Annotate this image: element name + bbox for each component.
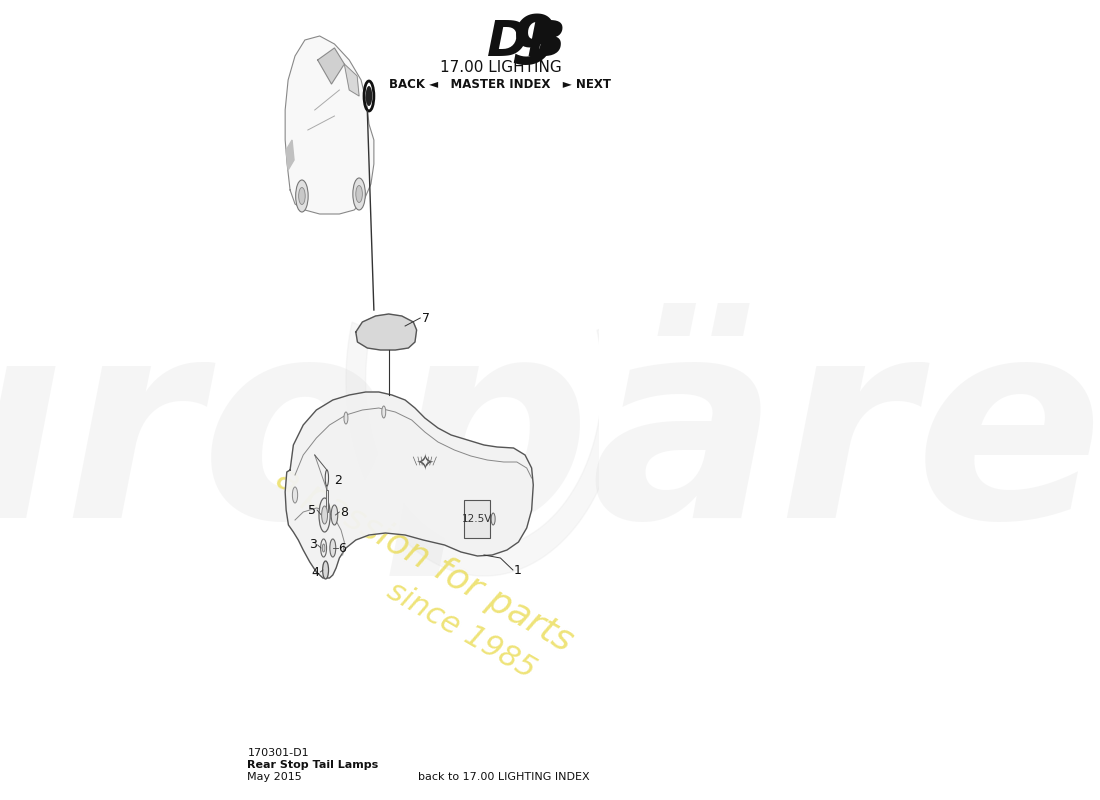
Circle shape xyxy=(320,539,327,557)
Polygon shape xyxy=(355,314,417,350)
Text: 12.5V: 12.5V xyxy=(462,514,492,524)
Polygon shape xyxy=(344,64,359,96)
Ellipse shape xyxy=(353,178,365,210)
Text: May 2015: May 2015 xyxy=(248,772,302,782)
Circle shape xyxy=(319,498,330,532)
Circle shape xyxy=(321,506,328,524)
Text: DB: DB xyxy=(487,18,566,66)
Circle shape xyxy=(330,539,336,557)
Ellipse shape xyxy=(298,187,305,205)
Text: 170301-D1: 170301-D1 xyxy=(248,748,309,758)
Ellipse shape xyxy=(296,180,308,212)
Text: 5: 5 xyxy=(308,503,316,517)
Text: 8: 8 xyxy=(340,506,348,518)
Ellipse shape xyxy=(355,186,362,202)
Text: 2: 2 xyxy=(334,474,342,486)
Text: since 1985: since 1985 xyxy=(382,576,540,684)
Circle shape xyxy=(322,561,329,579)
Text: ✧: ✧ xyxy=(416,455,434,475)
Circle shape xyxy=(365,86,372,106)
Text: a passion for parts: a passion for parts xyxy=(271,461,580,659)
Polygon shape xyxy=(285,36,374,214)
Circle shape xyxy=(293,487,298,503)
Polygon shape xyxy=(318,48,344,84)
Text: 1: 1 xyxy=(514,563,521,577)
Text: 4: 4 xyxy=(311,566,320,578)
Polygon shape xyxy=(286,140,294,170)
Text: 17.00 LIGHTING: 17.00 LIGHTING xyxy=(440,60,561,75)
Circle shape xyxy=(322,544,324,552)
Text: europäres: europäres xyxy=(0,303,1100,577)
Circle shape xyxy=(382,406,386,418)
Text: Rear Stop Tail Lamps: Rear Stop Tail Lamps xyxy=(248,760,378,770)
Text: 3: 3 xyxy=(309,538,317,551)
Text: back to 17.00 LIGHTING INDEX: back to 17.00 LIGHTING INDEX xyxy=(418,772,590,782)
FancyBboxPatch shape xyxy=(463,500,490,538)
Text: BACK ◄   MASTER INDEX   ► NEXT: BACK ◄ MASTER INDEX ► NEXT xyxy=(389,78,612,91)
Polygon shape xyxy=(285,392,534,578)
FancyBboxPatch shape xyxy=(326,490,328,512)
Circle shape xyxy=(331,505,338,525)
Circle shape xyxy=(344,412,348,424)
Ellipse shape xyxy=(326,470,329,486)
Text: 6: 6 xyxy=(339,542,346,554)
Polygon shape xyxy=(346,322,622,576)
Text: 7: 7 xyxy=(421,311,429,325)
Text: 9: 9 xyxy=(510,12,557,78)
Circle shape xyxy=(492,513,495,525)
